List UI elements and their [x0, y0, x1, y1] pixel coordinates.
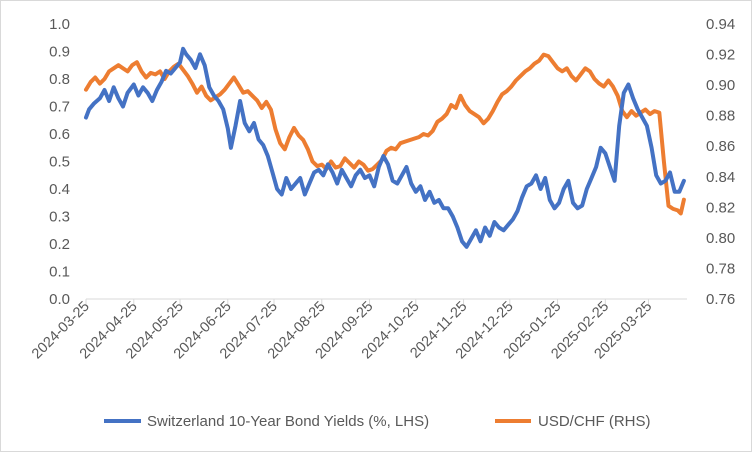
bond-yield-series-line: [84, 46, 686, 249]
right-axis-tick-label: 0.76: [706, 291, 735, 308]
left-axis-tick-label: 0.5: [49, 154, 70, 171]
right-axis-tick-label: 0.82: [706, 199, 735, 216]
left-axis-tick-label: 0.8: [49, 71, 70, 88]
left-axis-tick-label: 0.3: [49, 209, 70, 226]
left-axis-tick-label: 1.0: [49, 16, 70, 33]
usdchf-series-line: [84, 52, 686, 216]
right-axis-tick-label: 0.90: [706, 77, 735, 94]
right-axis-tick-label: 0.94: [706, 16, 735, 33]
left-axis-tick-label: 0.0: [49, 291, 70, 308]
legend-label-bond-yields: Switzerland 10-Year Bond Yields (%, LHS): [147, 413, 429, 430]
right-axis-tick-label: 0.88: [706, 108, 735, 125]
right-axis-tick-label: 0.84: [706, 169, 735, 186]
x-axis-ticks: 2024-03-252024-04-252024-05-252024-06-25…: [29, 299, 655, 363]
left-axis-tick-label: 0.9: [49, 44, 70, 61]
legend: Switzerland 10-Year Bond Yields (%, LHS)…: [104, 413, 651, 430]
left-axis-tick-label: 0.1: [49, 264, 70, 281]
series-layer: [84, 46, 686, 249]
left-axis-ticks: 0.0 0.1 0.2 0.3 0.4 0.5 0.6 0.7 0.8 0.9 1.0: [49, 16, 70, 308]
right-axis-tick-label: 0.92: [706, 47, 735, 64]
left-axis-tick-label: 0.6: [49, 126, 70, 143]
right-axis-ticks: 0.76 0.78 0.80 0.82 0.84 0.86 0.88 0.90 0.92 0.94: [706, 16, 735, 308]
right-axis-tick-label: 0.80: [706, 230, 735, 247]
left-axis-tick-label: 0.2: [49, 236, 70, 253]
right-axis-tick-label: 0.86: [706, 138, 735, 155]
legend-label-usdchf: USD/CHF (RHS): [538, 413, 651, 430]
left-axis-tick-label: 0.7: [49, 99, 70, 116]
left-axis-tick-label: 0.4: [49, 181, 70, 198]
right-axis-tick-label: 0.78: [706, 260, 735, 277]
